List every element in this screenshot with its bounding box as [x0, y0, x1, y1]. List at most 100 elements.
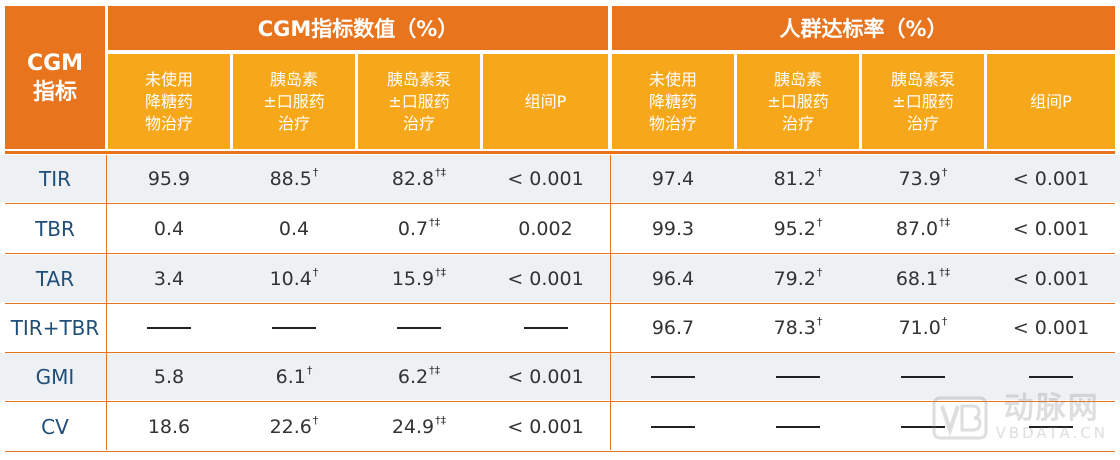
- table-cell: 87.0 †‡: [862, 205, 984, 252]
- subcolumn-header-label: 胰岛素泵 ±口服药 治疗: [386, 69, 451, 133]
- table-cell: 10.4 †: [233, 255, 355, 302]
- cell-value: 73.9: [898, 167, 941, 190]
- table-cell: 97.4: [612, 155, 734, 202]
- table-cell: < 0.001: [483, 155, 608, 202]
- table-cell: 6.2 †‡: [358, 353, 480, 400]
- significance-marker: †: [312, 266, 319, 279]
- table-cell: [987, 353, 1115, 400]
- table-cell: 0.7 †‡: [358, 205, 480, 252]
- table-cell: 81.2 †: [737, 155, 859, 202]
- cell-value: < 0.001: [1012, 316, 1090, 339]
- row-label: TIR+TBR: [10, 315, 100, 340]
- empty-dash: [397, 326, 441, 329]
- cell-value: 22.6: [269, 415, 312, 438]
- table-cell: [483, 304, 608, 351]
- cell-value: 87.0: [895, 217, 939, 240]
- table-cell: [862, 353, 984, 400]
- table-cell: 71.0 †: [862, 304, 984, 351]
- corner-header: CGM 指标: [5, 6, 105, 149]
- significance-marker: †: [816, 315, 823, 328]
- table-cell: 99.3: [612, 205, 734, 252]
- significance-marker: †: [312, 414, 319, 427]
- table-cell: < 0.001: [987, 304, 1115, 351]
- significance-marker: †‡: [429, 364, 441, 377]
- significance-marker: †: [941, 315, 948, 328]
- subcolumn-header: 组间P: [987, 54, 1115, 149]
- cell-value: 96.7: [651, 316, 695, 339]
- column-divider: [106, 155, 107, 450]
- row-divider: [5, 451, 1115, 452]
- table-cell: 68.1 †‡: [862, 255, 984, 302]
- empty-dash: [651, 425, 695, 428]
- table-cell: [612, 403, 734, 450]
- table-cell: < 0.001: [483, 353, 608, 400]
- row-label: CV: [41, 414, 69, 439]
- row-label: TBR: [35, 216, 75, 241]
- significance-marker: †: [816, 216, 823, 229]
- cell-value: 95.9: [147, 167, 191, 190]
- vb-logo-icon: [932, 396, 988, 440]
- table-cell: 22.6 †: [233, 403, 355, 450]
- subcolumn-header: 胰岛素 ±口服药 治疗: [737, 54, 859, 149]
- table-cell: 79.2 †: [737, 255, 859, 302]
- empty-dash: [776, 425, 820, 428]
- cell-value: 88.5: [269, 167, 312, 190]
- subcolumn-header: 组间P: [483, 54, 608, 149]
- empty-dash: [147, 326, 191, 329]
- table-cell: [358, 304, 480, 351]
- cell-value: < 0.001: [507, 365, 584, 388]
- cell-value: 0.4: [153, 217, 185, 240]
- cell-value: 96.4: [651, 267, 695, 290]
- subcolumn-header-label: 未使用 降糖药 物治疗: [648, 69, 697, 133]
- row-divider: [5, 303, 1115, 304]
- table-cell: 78.3 †: [737, 304, 859, 351]
- significance-marker: †: [312, 166, 319, 179]
- subcolumn-header: 胰岛素 ±口服药 治疗: [233, 54, 355, 149]
- cell-value: 3.4: [153, 267, 185, 290]
- table-cell: 95.2 †: [737, 205, 859, 252]
- cell-value: 95.2: [773, 217, 816, 240]
- cell-value: 0.002: [518, 217, 573, 240]
- empty-dash: [651, 375, 695, 378]
- empty-dash: [1029, 375, 1073, 378]
- significance-marker: †: [816, 266, 823, 279]
- table-cell: [987, 403, 1115, 450]
- cell-value: 5.8: [153, 365, 185, 388]
- cell-value: 24.9: [391, 415, 435, 438]
- table-cell: 15.9 †‡: [358, 255, 480, 302]
- header-divider: [5, 151, 1115, 154]
- table-cell: [862, 403, 984, 450]
- group-header-cgm-values: CGM指标数值（%）: [108, 6, 608, 50]
- row-divider: [5, 253, 1115, 254]
- significance-marker: †‡: [429, 216, 441, 229]
- group-header-attainment-rate: 人群达标率（%）: [612, 6, 1115, 50]
- subcolumn-header: 未使用 降糖药 物治疗: [108, 54, 230, 149]
- cell-value: 6.1: [275, 365, 306, 388]
- table-cell: [108, 304, 230, 351]
- table-row: [0, 155, 1120, 202]
- cell-value: < 0.001: [507, 415, 584, 438]
- subcolumn-header-label: 组间P: [524, 91, 567, 111]
- row-divider: [5, 203, 1115, 204]
- table-cell: < 0.001: [483, 403, 608, 450]
- table-cell: 0.4: [233, 205, 355, 252]
- cell-value: 99.3: [651, 217, 695, 240]
- table-cell: < 0.001: [987, 155, 1115, 202]
- watermark: 动脉网 VBDATA.CN: [932, 394, 1108, 442]
- significance-marker: †‡: [435, 266, 447, 279]
- row-label: GMI: [35, 364, 75, 389]
- significance-marker: †‡: [435, 414, 447, 427]
- significance-marker: †: [816, 166, 823, 179]
- row-divider: [5, 401, 1115, 402]
- cell-value: 68.1: [895, 267, 939, 290]
- table-cell: 82.8 †‡: [358, 155, 480, 202]
- cell-value: < 0.001: [507, 267, 584, 290]
- cell-value: 10.4: [269, 267, 312, 290]
- subcolumn-header-label: 未使用 降糖药 物治疗: [144, 69, 193, 133]
- table-cell: 73.9 †: [862, 155, 984, 202]
- cell-value: 15.9: [391, 267, 435, 290]
- cell-value: 0.4: [278, 217, 310, 240]
- significance-marker: †‡: [435, 166, 447, 179]
- subcolumn-header-label: 胰岛素泵 ±口服药 治疗: [890, 69, 955, 133]
- table-cell: 24.9 †‡: [358, 403, 480, 450]
